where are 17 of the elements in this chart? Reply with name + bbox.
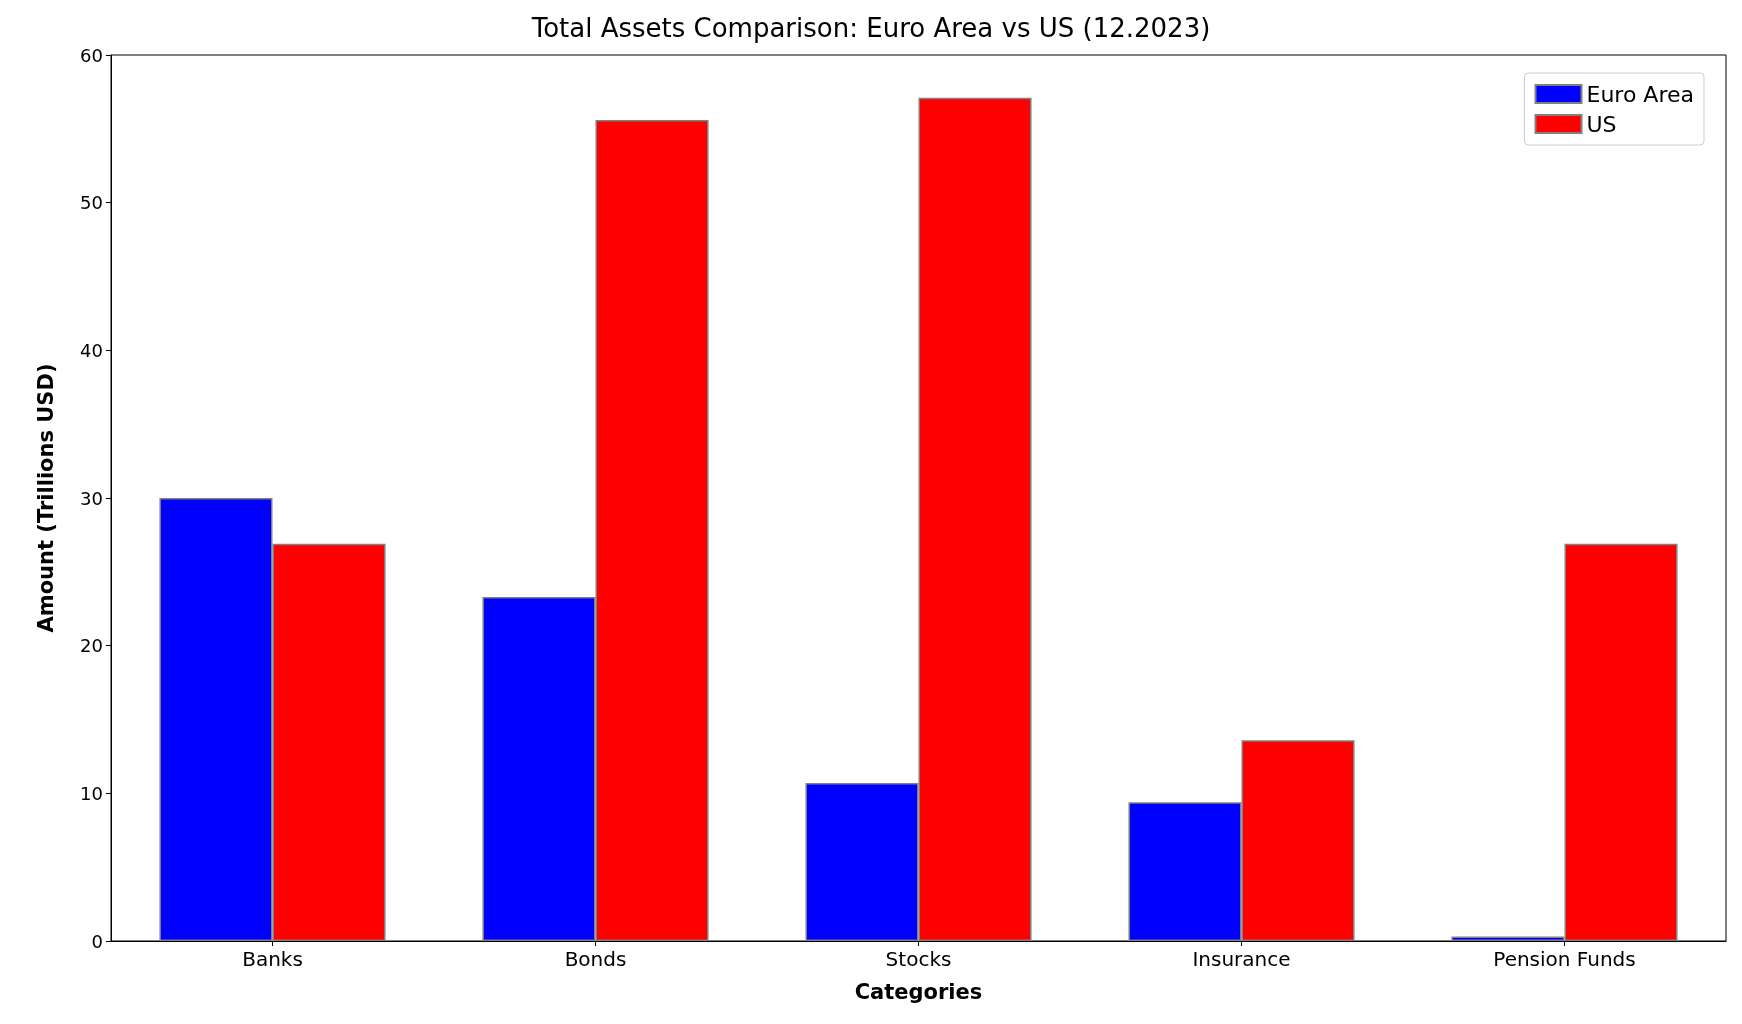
- y-tick-label: 0: [91, 930, 103, 952]
- x-tick-label: Stocks: [885, 947, 952, 971]
- chart-title: Total Assets Comparison: Euro Area vs US (12.2023): [530, 13, 1211, 43]
- y-tick-label: 60: [80, 44, 103, 66]
- y-tick-label: 20: [80, 635, 103, 657]
- legend-label: Euro Area: [1586, 81, 1695, 107]
- y-tick-label: 30: [80, 487, 103, 509]
- x-tick-label: Banks: [242, 947, 303, 971]
- y-tick-label: 40: [80, 339, 103, 361]
- y-tick-label: 10: [80, 782, 103, 804]
- x-tick-label: Bonds: [564, 947, 627, 971]
- x-axis-title: Categories: [854, 979, 983, 1004]
- legend-label: US: [1586, 111, 1617, 137]
- y-tick-label: 50: [80, 192, 103, 214]
- y-axis-title: Amount (Trillions USD): [33, 363, 58, 633]
- x-tick-label: Insurance: [1192, 947, 1291, 971]
- x-tick-label: Pension Funds: [1493, 947, 1636, 971]
